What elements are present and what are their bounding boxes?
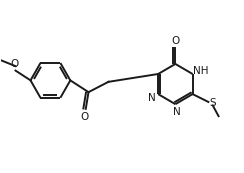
Text: N: N bbox=[173, 107, 181, 116]
Text: O: O bbox=[171, 36, 180, 46]
Text: O: O bbox=[80, 112, 89, 122]
Text: O: O bbox=[10, 59, 19, 69]
Text: N: N bbox=[148, 93, 156, 103]
Text: S: S bbox=[209, 98, 215, 108]
Text: NH: NH bbox=[193, 66, 209, 76]
